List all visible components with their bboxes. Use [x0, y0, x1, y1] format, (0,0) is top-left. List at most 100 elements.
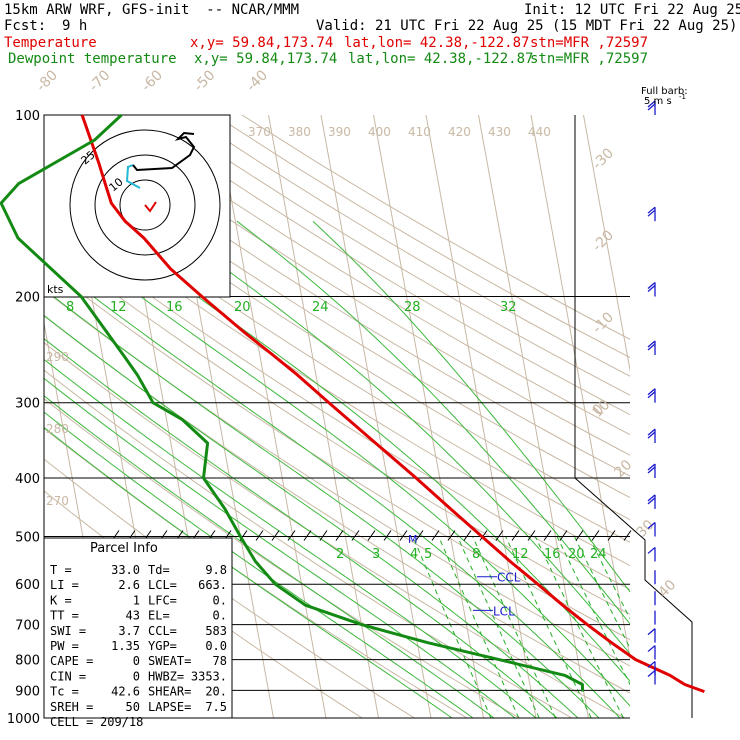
level-marker-label: CCL: [497, 571, 521, 585]
pressure-tick-label: 600: [15, 578, 40, 593]
moist-adiabat-label: 28: [404, 300, 421, 315]
wind-barb-flag: [647, 282, 656, 290]
parcel-value: 33.0: [111, 563, 140, 577]
dry-adiabat-line: [44, 171, 630, 543]
hodograph-storm-vector: [144, 201, 157, 213]
hatch-tick: [591, 530, 600, 541]
parcel-value: 2.6: [118, 578, 140, 592]
isotherm-line: [268, 115, 379, 718]
theta-label: 440: [528, 125, 551, 139]
temperature-legend-label: Temperature: [4, 35, 97, 51]
hatch-tick: [607, 530, 616, 541]
hatch-tick: [623, 530, 632, 541]
parcel-value: 50: [126, 700, 140, 714]
parcel-key: EL=: [148, 609, 170, 623]
pressure-tick-label: 500: [15, 530, 40, 545]
wind-barb-flag: [647, 340, 656, 348]
moist-adiabat-label: 32: [500, 300, 517, 315]
dry-adiabat-line: [187, 115, 630, 377]
parcel-cell-label: CELL =: [50, 715, 93, 729]
mixing-ratio-label: 3: [372, 547, 380, 562]
hatch-tick: [383, 530, 392, 541]
parcel-cell-value: 209/18: [100, 715, 143, 729]
theta-label: 390: [328, 125, 351, 139]
wind-barb-flag: [647, 521, 656, 529]
hatch-tick: [479, 530, 488, 541]
moist-adiabat-line: [44, 288, 600, 718]
temperature-xy: x,y= 59.84,173.74: [190, 35, 334, 51]
moist-adiabat-line: [44, 358, 537, 718]
dry-adiabat-line: [241, 115, 630, 340]
wind-barb-flag: [647, 645, 656, 653]
wind-barb-flag: [647, 670, 656, 678]
moist-adiabat-line: [44, 223, 630, 707]
sounding-profiles: [0, 113, 705, 694]
theta-label: 280: [46, 422, 69, 436]
dry-adiabat-line: [44, 216, 630, 591]
dry-adiabat-line: [44, 128, 630, 499]
hatch-tick: [367, 530, 376, 541]
isotherm-line: [478, 115, 589, 718]
dry-adiabat-line: [44, 264, 630, 641]
pressure-tick-label: 800: [15, 654, 40, 669]
pressure-tick-label: 200: [15, 291, 40, 306]
hodograph-ring: [119, 179, 171, 231]
mixing-ratio-line: [412, 536, 492, 718]
isotherm-line: [530, 115, 630, 661]
hatch-tick: [543, 530, 552, 541]
mixing-ratio-label: 5: [424, 547, 432, 562]
parcel-key: SWEAT=: [148, 654, 191, 668]
hodograph-unit-label: kts: [47, 283, 64, 296]
parcel-info-title: Parcel Info: [90, 541, 158, 556]
wind-barb-flag: [647, 388, 656, 396]
dry-adiabat-line: [160, 115, 630, 396]
moist-adiabat-line: [44, 411, 474, 718]
isotherm-label: -70: [86, 67, 113, 94]
hatch-tick: [399, 530, 408, 541]
wind-barb-flag: [647, 660, 656, 668]
parcel-key: Tc =: [50, 685, 79, 699]
parcel-key: CIN =: [50, 669, 86, 683]
dry-adiabat-line: [78, 115, 630, 456]
hatch-tick: [335, 530, 344, 541]
moist-adiabat-label: 16: [166, 300, 183, 315]
moist-adiabat-line: [44, 258, 621, 718]
wind-barb-flag: [647, 285, 656, 293]
isotherm-line: [373, 115, 484, 718]
parcel-key: K =: [50, 593, 72, 607]
mixing-ratio-line: [534, 536, 624, 718]
parcel-value: 0.: [213, 593, 227, 607]
hatch-tick: [447, 530, 456, 541]
mixing-ratio-label: 16: [544, 547, 561, 562]
parcel-value: 78: [213, 654, 227, 668]
isotherm-label: -80: [34, 67, 61, 94]
level-marker-label: LCL: [493, 604, 515, 618]
wind-barb-flag: [647, 100, 656, 108]
hodograph-marker-label: M: [408, 533, 418, 546]
parcel-value: 3353.: [191, 669, 227, 683]
parcel-value: 42.6: [111, 685, 140, 699]
dry-adiabat-line: [51, 115, 630, 477]
parcel-value: 1: [133, 593, 140, 607]
moist-adiabat-line: [159, 220, 630, 655]
parcel-value: 663.: [198, 578, 227, 592]
wind-barb-flag: [647, 494, 656, 502]
dry-adiabat-line: [44, 149, 630, 521]
parcel-key: SHEAR=: [148, 685, 191, 699]
moist-adiabat-label: 20: [234, 300, 251, 315]
dry-adiabat-line: [44, 342, 625, 718]
temperature-profile-line: [80, 114, 705, 694]
isotherm-line: [215, 115, 327, 718]
parcel-value: 7.5: [205, 700, 227, 714]
mixing-ratio-line: [505, 536, 592, 718]
parcel-value: 1.35: [111, 639, 140, 653]
moist-adiabat-label: 8: [66, 300, 74, 315]
pressure-tick-label: 300: [15, 397, 40, 412]
dewpoint-profile-line: [0, 113, 585, 692]
parcel-value: 0: [133, 669, 140, 683]
hatch-tick: [271, 530, 280, 541]
mixing-ratio-line: [438, 536, 520, 718]
temperature-latlon: lat,lon= 42.38,-122.87: [344, 35, 530, 51]
